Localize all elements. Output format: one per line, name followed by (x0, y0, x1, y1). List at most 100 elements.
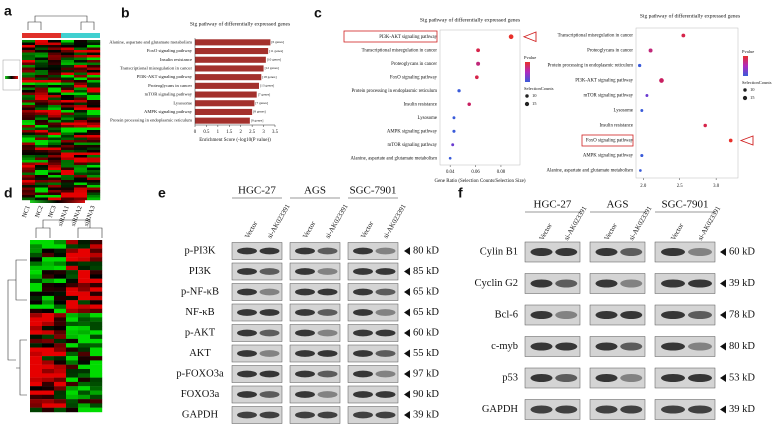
heat-cell (61, 167, 75, 171)
mw-label: 90 kD (413, 389, 439, 400)
heat-cell (74, 95, 88, 98)
band (237, 329, 257, 337)
heat-cell (90, 300, 103, 305)
heat-cell (22, 182, 36, 186)
heat-cell (35, 65, 49, 68)
heat-cell (35, 70, 49, 73)
band (259, 350, 280, 357)
category-label: Protein processing in endoplasmic reticu… (110, 118, 192, 123)
heat-cell (90, 313, 103, 318)
legend-title: Pvalue (524, 55, 536, 60)
heat-cell (74, 150, 88, 153)
band (620, 405, 643, 414)
legend-dot (524, 101, 530, 107)
heat-cell (61, 67, 75, 71)
heat-cell (90, 351, 103, 357)
heat-cell (22, 177, 36, 181)
category-label: Lysosome (614, 109, 633, 114)
heat-cell (78, 265, 91, 271)
dendrogram (7, 219, 103, 396)
heat-cell (54, 399, 67, 404)
heat-cell (61, 177, 75, 181)
band (661, 405, 685, 414)
heat-cell (54, 338, 67, 344)
arrow (404, 308, 410, 317)
heat-cell (90, 369, 103, 374)
bar-label: [13 genes] (260, 84, 274, 88)
heat-cell (42, 369, 55, 374)
panel-label: b (121, 5, 130, 21)
heat-cell (74, 182, 88, 186)
heat-cell (87, 170, 101, 173)
dot (451, 143, 455, 147)
heat-cell (30, 248, 43, 254)
heat-cell (66, 291, 79, 297)
heat-cell (90, 240, 103, 245)
heat-cell (74, 67, 88, 71)
heat-cell (61, 100, 75, 103)
arrow (720, 248, 726, 256)
heat-cell (78, 300, 91, 305)
heat-cell (48, 127, 62, 131)
lane-label: si-AK023391 (324, 202, 350, 239)
heat-cell (42, 252, 55, 258)
band (375, 370, 396, 378)
band (317, 309, 338, 316)
heat-cell (48, 97, 62, 101)
heat-cell (66, 313, 79, 318)
heat-cell (35, 195, 49, 198)
heat-cell (87, 102, 101, 106)
heat-cell (48, 192, 62, 196)
heat-cell (35, 97, 49, 101)
heat-cell (61, 82, 75, 86)
heat-cell (22, 137, 36, 141)
x-tick-label: 1.5 (226, 130, 233, 135)
heat-cell (22, 197, 36, 201)
heat-cell (87, 110, 101, 113)
heat-cell (22, 80, 36, 83)
lane-label: si-AK023391 (627, 204, 653, 241)
category-label: Transcriptional misregulation in cancer (362, 48, 438, 53)
heat-cell (66, 295, 79, 301)
heat-cell (87, 130, 101, 133)
heat-cell (48, 57, 62, 61)
heat-cell (35, 87, 49, 91)
band (259, 268, 280, 275)
heat-cell (61, 140, 75, 143)
heat-cell (30, 274, 43, 279)
heat-cell (78, 390, 91, 395)
heat-cell (35, 77, 49, 81)
heat-cell (42, 287, 55, 292)
heat-cell (74, 107, 88, 111)
heat-cell (42, 334, 55, 340)
heat-cell (22, 95, 36, 98)
heat-cell (48, 67, 62, 71)
heat-cell (48, 80, 62, 83)
heat-cell (61, 197, 75, 201)
heat-cell (87, 135, 101, 138)
band (555, 311, 578, 319)
protein-label: p-PI3K (185, 245, 216, 256)
heat-cell (78, 326, 91, 331)
heat-cell (22, 132, 36, 136)
heat-cell (78, 334, 91, 340)
heat-cell (48, 115, 62, 118)
heat-cell (61, 175, 75, 178)
category-label: PI3K-AKT signaling pathway (575, 79, 633, 84)
heat-cell (35, 92, 49, 96)
heat-cell (35, 135, 49, 138)
heat-cell (42, 338, 55, 344)
heat-cell (90, 407, 103, 413)
band (530, 342, 553, 351)
heat-cell (30, 308, 43, 314)
heat-cell (22, 187, 36, 191)
mw-label: 80 kD (729, 341, 755, 352)
heat-cell (35, 130, 49, 133)
heat-cell (61, 117, 75, 121)
heat-cell (54, 287, 67, 292)
heat-cell (74, 192, 88, 196)
band (530, 248, 553, 256)
band (237, 309, 257, 316)
heat-cell (61, 180, 75, 183)
